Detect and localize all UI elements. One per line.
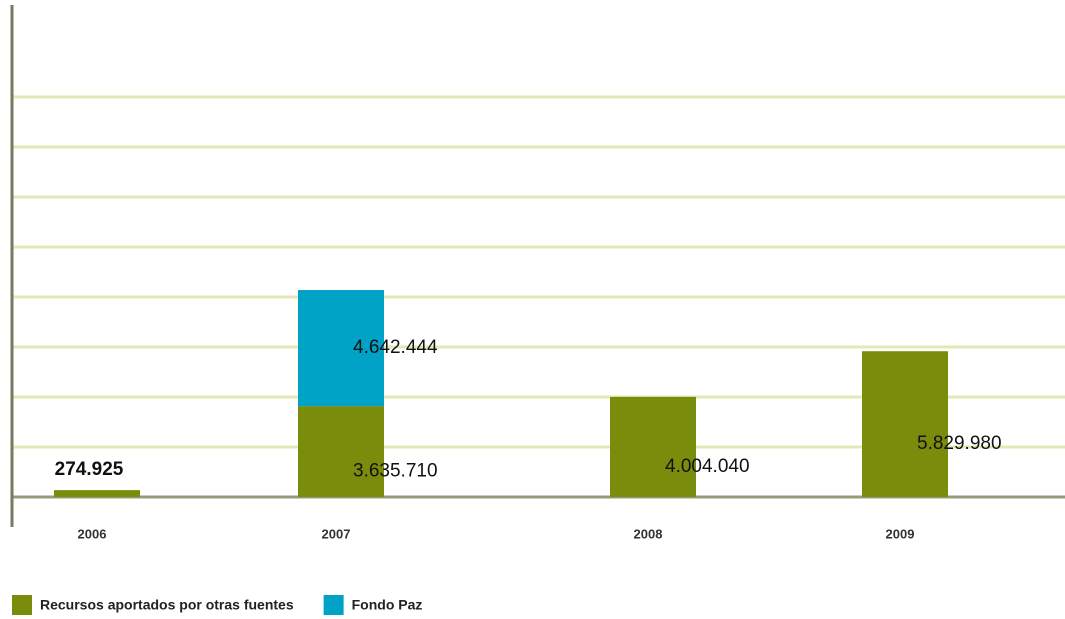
x-tick-label: 2007 [322,526,351,541]
bar-segment [298,406,384,497]
data-label: 274.925 [55,459,124,480]
x-tick-label: 2006 [78,526,107,541]
legend-label: Fondo Paz [352,597,423,613]
bar-segment [610,396,696,497]
bar-segment [862,351,948,497]
x-tick-label: 2008 [634,526,663,541]
legend-label: Recursos aportados por otras fuentes [40,597,294,613]
bar-segment [54,490,140,497]
x-tick-label: 2009 [886,526,915,541]
data-label: 4.642.444 [353,337,438,358]
legend-swatch [323,595,344,615]
data-label: 3.635.710 [353,461,438,482]
legend-swatch [12,595,32,615]
data-label: 5.829.980 [917,433,1002,454]
bar-segment [298,290,384,407]
data-label: 4.004.040 [665,456,750,477]
